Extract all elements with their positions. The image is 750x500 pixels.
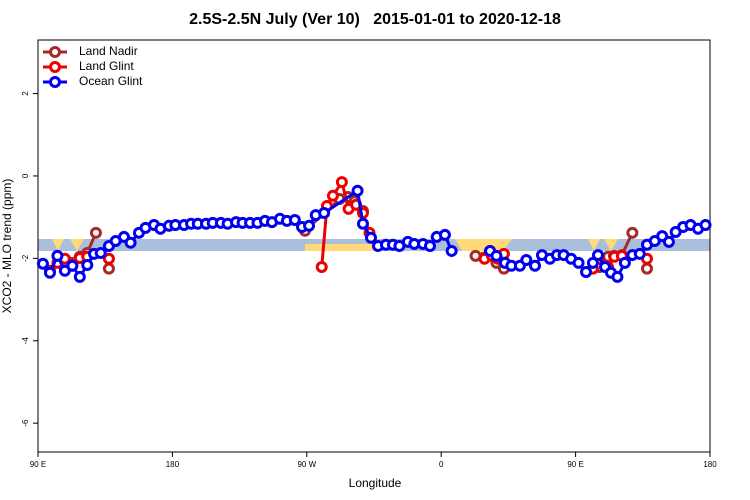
data-point [36, 257, 49, 270]
data-point [66, 259, 79, 272]
legend-marker [49, 46, 61, 58]
data-point [318, 207, 331, 220]
data-point [445, 244, 458, 257]
data-point [356, 217, 369, 230]
data-point [528, 259, 541, 272]
x-tick-label: 90 E [30, 460, 46, 469]
legend-label: Land Nadir [79, 44, 138, 58]
data-point [73, 270, 86, 283]
x-tick-label: 180 [703, 460, 717, 469]
land-band [52, 239, 64, 251]
legend-label: Ocean Glint [79, 74, 143, 88]
data-point [303, 219, 316, 232]
land-band [588, 239, 600, 251]
data-point [288, 214, 301, 227]
x-tick-label: 90 W [297, 460, 316, 469]
land-band [604, 239, 618, 251]
legend-label: Land Glint [79, 59, 134, 73]
legend-marker [49, 76, 61, 88]
plot-frame [37, 39, 711, 453]
data-point [572, 256, 585, 269]
data-point [102, 252, 115, 265]
data-point [633, 247, 646, 260]
y-tick-label: 0 [21, 173, 30, 178]
data-point [586, 256, 599, 269]
data-point [662, 235, 675, 248]
data-point [640, 262, 653, 275]
chart-title: 2.5S-2.5N July (Ver 10) 2015-01-01 to 20… [189, 11, 561, 28]
data-point [365, 231, 378, 244]
land-band [70, 239, 84, 251]
data-point [81, 258, 94, 271]
data-point [520, 254, 533, 267]
data-point [51, 249, 64, 262]
data-point [102, 262, 115, 275]
land-band [305, 244, 375, 251]
x-tick-label: 180 [166, 460, 180, 469]
x-tick-label: 90 E [567, 460, 583, 469]
y-tick-label: -6 [21, 419, 30, 427]
data-point [699, 218, 712, 231]
y-tick-label: -4 [21, 337, 30, 345]
data-point [618, 256, 631, 269]
data-point [611, 270, 624, 283]
data-point [626, 226, 639, 239]
data-point [351, 184, 364, 197]
y-tick-label: 2 [21, 91, 30, 96]
data-point [424, 240, 436, 252]
data-point [315, 261, 328, 274]
data-point [43, 266, 56, 279]
x-axis-label: Longitude [349, 476, 402, 490]
y-axis-label: XCO2 - MLO trend (ppm) [0, 179, 14, 314]
data-point [490, 249, 503, 262]
y-tick-label: -2 [21, 254, 30, 262]
data-point [326, 189, 339, 202]
data-point [335, 176, 348, 189]
land-band [455, 239, 512, 251]
x-tick-label: 0 [439, 460, 444, 469]
data-point [89, 226, 102, 239]
data-point [438, 228, 451, 241]
series [36, 184, 712, 283]
data-point [124, 236, 137, 249]
data-point [580, 265, 593, 278]
data-point [94, 247, 107, 260]
data-point [592, 249, 604, 262]
legend-marker [49, 61, 61, 73]
